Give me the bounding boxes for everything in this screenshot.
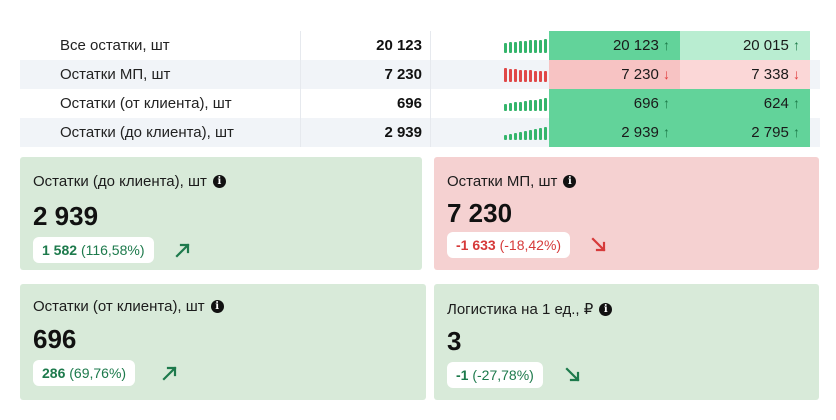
previous-value: 2 795: [751, 124, 789, 141]
delta-percent: (116,58%): [80, 242, 145, 258]
info-icon[interactable]: i: [210, 300, 224, 313]
delta-value: -1: [456, 367, 469, 383]
previous-value: 7 338: [751, 66, 789, 83]
delta-percent: (-18,42%): [499, 237, 562, 253]
arrow-up-icon: ↑: [793, 124, 800, 140]
delta-chip: -1 633 (-18,42%): [447, 232, 571, 258]
row-label: Остатки (от клиента), шт: [60, 95, 232, 112]
card-value: 696: [33, 324, 77, 354]
delta-percent: (69,76%): [69, 365, 127, 381]
previous-value-cell: 624 ↑: [680, 89, 810, 118]
column-divider: [300, 118, 301, 147]
metric-card-from-client[interactable]: Остатки (от клиента), шт i 696 286 (69,7…: [20, 284, 426, 400]
sparkline-icon: [504, 126, 552, 140]
column-divider: [300, 60, 301, 89]
arrow-up-icon: ↑: [793, 95, 800, 111]
row-value: 7 230: [384, 66, 422, 83]
current-value-cell: 2 939 ↑: [549, 118, 680, 147]
arrow-up-icon: ↑: [663, 95, 670, 111]
card-title-text: Остатки (от клиента), шт: [33, 298, 205, 315]
trend-up-icon: [162, 366, 177, 381]
column-divider: [430, 118, 431, 147]
metric-card-logistics[interactable]: Логистика на 1 ед., ₽ i 3 -1 (-27,78%): [434, 284, 819, 400]
card-value: 2 939: [33, 201, 99, 231]
table-row[interactable]: Остатки МП, шт 7 230 7 230 ↓ 7 338 ↓: [20, 60, 820, 89]
previous-value: 624: [763, 95, 789, 112]
column-divider: [430, 60, 431, 89]
metric-card-to-client[interactable]: Остатки (до клиента), шт i 2 939 1 582 (…: [20, 157, 422, 270]
row-label: Все остатки, шт: [60, 37, 170, 54]
arrow-down-icon: ↓: [793, 66, 800, 82]
previous-value: 20 015: [742, 37, 789, 54]
delta-chip: -1 (-27,78%): [447, 362, 543, 388]
delta-value: 1 582: [42, 242, 78, 258]
info-icon[interactable]: i: [599, 302, 613, 316]
card-title-text: Остатки МП, шт: [447, 173, 558, 190]
sparkline-icon: [504, 39, 552, 53]
sparkline-icon: [504, 97, 552, 111]
row-label: Остатки МП, шт: [60, 66, 171, 83]
sparkline-icon: [504, 68, 552, 82]
trend-down-icon: [591, 237, 606, 252]
delta-chip: 286 (69,76%): [33, 360, 136, 386]
current-value: 7 230: [621, 66, 659, 83]
metrics-table: Все остатки, шт 20 123 20 123 ↑ 20 015 ↑…: [20, 31, 820, 147]
card-title: Логистика на 1 ед., ₽ i: [447, 300, 613, 318]
trend-up-icon: [175, 243, 190, 258]
card-value: 3: [447, 326, 462, 356]
column-divider: [300, 31, 301, 60]
trend-down-icon: [565, 367, 580, 382]
info-icon[interactable]: i: [212, 175, 226, 188]
info-icon[interactable]: i: [563, 175, 577, 188]
metric-card-mp[interactable]: Остатки МП, шт i 7 230 -1 633 (-18,42%): [434, 157, 819, 270]
column-divider: [300, 89, 301, 118]
card-title-text: Логистика на 1 ед., ₽: [447, 301, 594, 318]
card-title: Остатки (до клиента), шт i: [33, 173, 226, 190]
delta-value: -1 633: [456, 237, 496, 253]
previous-value-cell: 7 338 ↓: [680, 60, 810, 89]
card-title: Остатки (от клиента), шт i: [33, 298, 224, 315]
row-value: 20 123: [376, 37, 422, 54]
current-value: 2 939: [621, 124, 659, 141]
arrow-up-icon: ↑: [663, 37, 670, 53]
current-value-cell: 20 123 ↑: [549, 31, 680, 60]
column-divider: [430, 31, 431, 60]
arrow-up-icon: ↑: [663, 124, 670, 140]
delta-value: 286: [42, 365, 66, 381]
delta-percent: (-27,78%): [472, 367, 534, 383]
card-value: 7 230: [447, 198, 513, 228]
arrow-up-icon: ↑: [793, 37, 800, 53]
row-label: Остатки (до клиента), шт: [60, 124, 234, 141]
row-value: 2 939: [384, 124, 422, 141]
current-value-cell: 7 230 ↓: [549, 60, 680, 89]
current-value-cell: 696 ↑: [549, 89, 680, 118]
current-value: 20 123: [612, 37, 659, 54]
previous-value-cell: 2 795 ↑: [680, 118, 810, 147]
row-value: 696: [396, 95, 422, 112]
table-row[interactable]: Остатки (от клиента), шт 696 696 ↑ 624 ↑: [20, 89, 820, 118]
arrow-down-icon: ↓: [663, 66, 670, 82]
delta-chip: 1 582 (116,58%): [33, 237, 154, 263]
card-title-text: Остатки (до клиента), шт: [33, 173, 207, 190]
table-row[interactable]: Все остатки, шт 20 123 20 123 ↑ 20 015 ↑: [20, 31, 820, 60]
current-value: 696: [633, 95, 659, 112]
column-divider: [430, 89, 431, 118]
previous-value-cell: 20 015 ↑: [680, 31, 810, 60]
card-title: Остатки МП, шт i: [447, 173, 577, 190]
table-row[interactable]: Остатки (до клиента), шт 2 939 2 939 ↑ 2…: [20, 118, 820, 147]
